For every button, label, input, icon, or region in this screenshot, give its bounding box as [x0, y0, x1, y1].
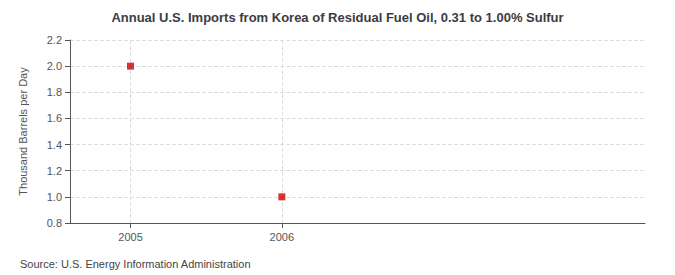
svg-text:2006: 2006 [270, 231, 294, 243]
svg-text:1.8: 1.8 [47, 86, 62, 98]
svg-text:2.2: 2.2 [47, 34, 62, 46]
svg-text:Thousand Barrels per Day: Thousand Barrels per Day [17, 67, 29, 196]
svg-text:1.0: 1.0 [47, 191, 62, 203]
svg-text:Annual U.S. Imports from Korea: Annual U.S. Imports from Korea of Residu… [111, 10, 563, 25]
svg-text:0.8: 0.8 [47, 217, 62, 229]
svg-text:1.4: 1.4 [47, 139, 62, 151]
svg-text:2005: 2005 [118, 231, 142, 243]
svg-text:1.6: 1.6 [47, 112, 62, 124]
svg-text:1.2: 1.2 [47, 165, 62, 177]
svg-text:Source: U.S. Energy Informatio: Source: U.S. Energy Information Administ… [20, 258, 251, 270]
svg-text:2.0: 2.0 [47, 60, 62, 72]
